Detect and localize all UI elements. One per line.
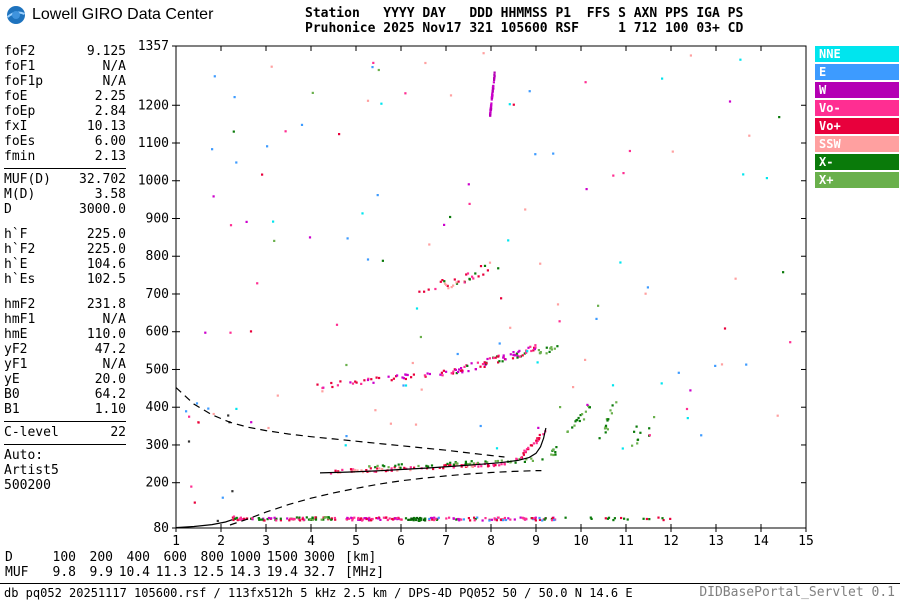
panel-separator (4, 168, 126, 169)
y-tick-label: 80 (153, 521, 169, 536)
param-foes: foEs 6.00 (4, 134, 126, 149)
legend-item-w: W (815, 82, 899, 98)
param-foep: foEp 2.84 (4, 104, 126, 119)
x-tick-label: 10 (573, 534, 589, 549)
x-axis: 1 2 3 4 5 6 7 8 9 10 11 12 13 14 15 (172, 46, 814, 549)
param-hes: h`Es 102.5 (4, 272, 126, 287)
param-b0: B0 64.2 (4, 387, 126, 402)
station-header-line2: Pruhonice 2025 Nov17 321 105600 RSF 1 71… (305, 21, 744, 36)
legend-item-x-plus: X+ (815, 172, 899, 188)
legend-item-vo-plus: Vo+ (815, 118, 899, 134)
x-tick-label: 4 (307, 534, 315, 549)
param-hme: hmE 110.0 (4, 327, 126, 342)
param-hf2: h`F2 225.0 (4, 242, 126, 257)
x-tick-label: 3 (262, 534, 270, 549)
y-tick-label: 800 (146, 249, 169, 264)
y-tick-label: 700 (146, 287, 169, 302)
y-tick-label: 900 (146, 211, 169, 226)
x-tick-label: 12 (663, 534, 679, 549)
trace-f-layer-trace (319, 427, 547, 474)
echo-legend: NNE E W Vo- Vo+ SSW X- X+ (815, 46, 899, 190)
x-tick-label: 6 (397, 534, 405, 549)
param-artist5: Artist5 (4, 463, 59, 478)
x-tick-label: 13 (708, 534, 724, 549)
x-tick-label: 5 (352, 534, 360, 549)
trace-true-height-profile (229, 470, 542, 526)
muf-row-d: D 100 200 400 600 800 1000 1500 3000 [km] (5, 550, 377, 565)
legend-item-vo-minus: Vo- (815, 100, 899, 116)
x-tick-label: 1 (172, 534, 180, 549)
param-hmf2: hmF2 231.8 (4, 297, 126, 312)
y-tick-label: 1357 (138, 39, 169, 54)
x-tick-label: 7 (442, 534, 450, 549)
trace-e-profile (175, 519, 233, 529)
x-tick-label: 2 (217, 534, 225, 549)
brand-title: Lowell GIRO Data Center (32, 6, 214, 23)
legend-item-ssw: SSW (815, 136, 899, 152)
panel-separator (4, 444, 126, 445)
param-mufd: MUF(D) 32.702 (4, 172, 126, 187)
param-500200: 500200 (4, 478, 51, 493)
param-d: D 3000.0 (4, 202, 126, 217)
param-yf1: yF1 N/A (4, 357, 126, 372)
station-header: Station YYYY DAY DDD HHMMSS P1 FFS S AXN… (305, 6, 743, 36)
trace-curves (175, 387, 547, 529)
muf-row-muf: MUF 9.8 9.9 10.4 11.3 12.5 14.3 19.4 32.7 [MHz] (5, 565, 385, 580)
legend-item-x-minus: X- (815, 154, 899, 170)
legend-item-e: E (815, 64, 899, 80)
param-b1: B1 1.10 (4, 402, 126, 417)
param-auto: Auto: (4, 448, 44, 463)
y-tick-label: 1100 (138, 136, 169, 151)
x-tick-label: 9 (532, 534, 540, 549)
header-brand: Lowell GIRO Data Center (6, 5, 213, 25)
parameters-panel: foF2 9.125 foF1 N/A foF1p N/A foE 2.25 foEp 2.84 f… (4, 44, 126, 493)
param-fmin: fmin 2.13 (4, 149, 126, 164)
y-axis: 80 200 300 400 500 600 700 800 900 1000 1100 1200 13… (138, 39, 806, 536)
muf-table: D 100 200 400 600 800 1000 1500 3000 [km] MUF 9.8 9.… (5, 550, 384, 580)
y-tick-label: 400 (146, 400, 169, 415)
footer-status-text: db pq052 20251117 105600.rsf / 113fx512h… (4, 586, 633, 600)
x-tick-label: 15 (798, 534, 814, 549)
param-ye: yE 20.0 (4, 372, 126, 387)
y-tick-label: 300 (146, 438, 169, 453)
param-clevel: C-level 22 (4, 425, 126, 440)
echo-points (185, 52, 792, 522)
y-tick-label: 200 (146, 476, 169, 491)
legend-item-nne: NNE (815, 46, 899, 62)
param-yf2: yF2 47.2 (4, 342, 126, 357)
y-tick-label: 1200 (138, 98, 169, 113)
panel-separator (4, 421, 126, 422)
x-tick-label: 8 (487, 534, 495, 549)
param-hf: h`F 225.0 (4, 227, 126, 242)
param-md: M(D) 3.58 (4, 187, 126, 202)
trace-oblique-muf-curve (175, 387, 505, 458)
y-tick-label: 600 (146, 325, 169, 340)
param-he: h`E 104.6 (4, 257, 126, 272)
giro-logo-icon (6, 6, 25, 24)
param-hmf1: hmF1 N/A (4, 312, 126, 327)
param-fof1: foF1 N/A (4, 59, 126, 74)
footer-divider (0, 583, 900, 584)
param-fof1p: foF1p N/A (4, 74, 126, 89)
param-fof2: foF2 9.125 (4, 44, 126, 59)
param-foe: foE 2.25 (4, 89, 126, 104)
x-tick-label: 14 (753, 534, 769, 549)
y-tick-label: 500 (146, 362, 169, 377)
param-fxi: fxI 10.13 (4, 119, 126, 134)
y-tick-label: 1000 (138, 174, 169, 189)
servlet-version-label: DIDBasePortal_Servlet 0.1 (699, 585, 895, 600)
station-header-line1: Station YYYY DAY DDD HHMMSS P1 FFS S AXN… (305, 6, 744, 21)
x-tick-label: 11 (618, 534, 634, 549)
